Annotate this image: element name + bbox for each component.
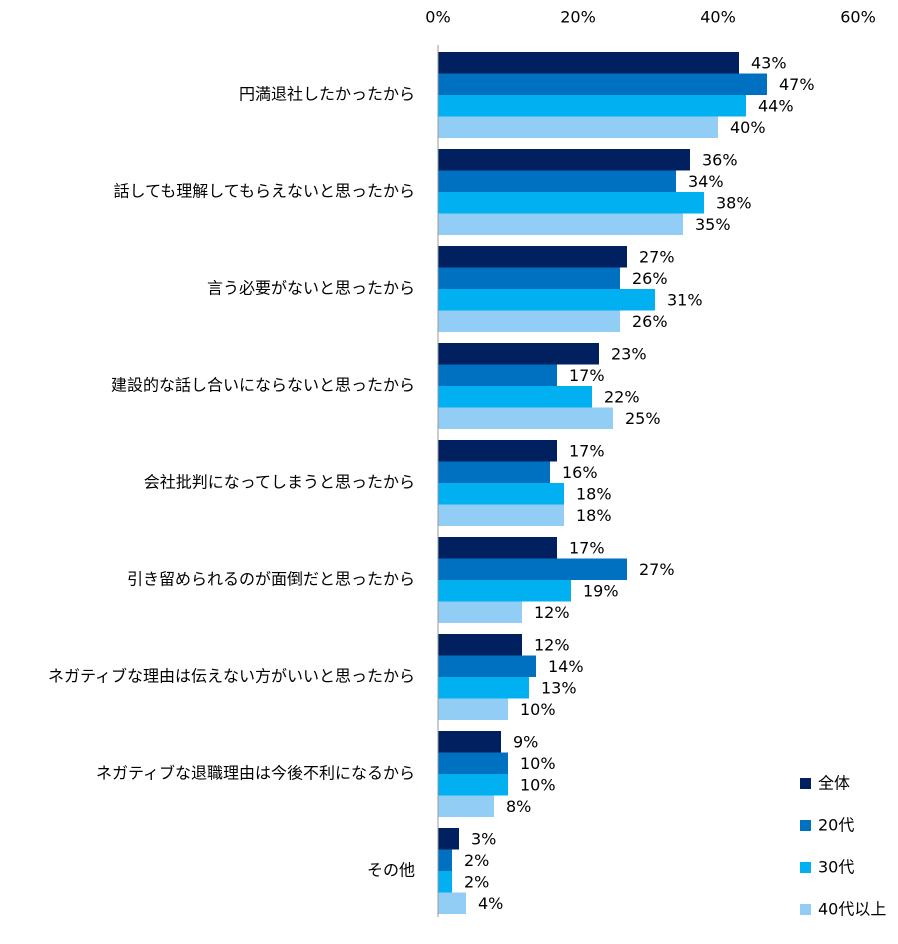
value-label: 3% xyxy=(471,829,496,848)
bar xyxy=(438,289,655,311)
bar xyxy=(438,558,627,580)
value-label: 36% xyxy=(702,150,738,169)
bar xyxy=(438,537,557,559)
value-label: 22% xyxy=(604,387,640,406)
value-label: 27% xyxy=(639,560,675,579)
bar xyxy=(438,364,557,386)
value-label: 17% xyxy=(569,366,605,385)
value-label: 44% xyxy=(758,96,794,115)
value-label: 16% xyxy=(562,463,598,482)
category-label: ネガティブな退職理由は今後不利になるから xyxy=(96,764,415,783)
bar xyxy=(438,310,620,332)
value-label: 34% xyxy=(688,172,724,191)
value-label: 40% xyxy=(730,118,766,137)
bar xyxy=(438,267,620,289)
category-label: その他 xyxy=(367,861,415,880)
bar xyxy=(438,52,739,74)
legend-swatch xyxy=(800,820,811,831)
legend-label: 20代 xyxy=(818,816,854,835)
category-label: 話しても理解してもらえないと思ったから xyxy=(114,182,415,201)
legend-swatch xyxy=(800,778,811,789)
bar xyxy=(438,116,718,138)
legend-label: 全体 xyxy=(818,774,850,793)
x-tick-label: 0% xyxy=(425,8,450,27)
bar xyxy=(438,343,599,365)
bar xyxy=(438,892,466,914)
value-label: 2% xyxy=(464,872,489,891)
x-tick-label: 20% xyxy=(560,8,596,27)
value-label: 2% xyxy=(464,851,489,870)
value-label: 43% xyxy=(751,53,787,72)
bar xyxy=(438,795,494,817)
value-label: 8% xyxy=(506,797,531,816)
bar xyxy=(438,580,571,602)
bar xyxy=(438,698,508,720)
category-label: 言う必要がないと思ったから xyxy=(207,279,415,298)
value-label: 47% xyxy=(779,75,815,94)
bar xyxy=(438,170,676,192)
value-label: 18% xyxy=(576,506,612,525)
bar xyxy=(438,246,627,268)
bar xyxy=(438,73,767,95)
bar xyxy=(438,149,690,171)
category-label: ネガティブな理由は伝えない方がいいと思ったから xyxy=(48,667,415,686)
value-label: 4% xyxy=(478,894,503,913)
value-label: 19% xyxy=(583,581,619,600)
legend-label: 30代 xyxy=(818,858,854,877)
value-label: 27% xyxy=(639,247,675,266)
value-label: 12% xyxy=(534,635,570,654)
value-label: 10% xyxy=(520,754,556,773)
bar xyxy=(438,213,683,235)
bar xyxy=(438,95,746,117)
value-label: 23% xyxy=(611,344,647,363)
bar xyxy=(438,752,508,774)
bar xyxy=(438,774,508,796)
x-tick-label: 40% xyxy=(700,8,736,27)
category-label: 会社批判になってしまうと思ったから xyxy=(144,473,415,492)
bar xyxy=(438,601,522,623)
bar xyxy=(438,655,536,677)
value-label: 17% xyxy=(569,441,605,460)
value-label: 12% xyxy=(534,603,570,622)
bar xyxy=(438,828,459,850)
category-label: 引き留められるのが面倒だと思ったから xyxy=(127,570,415,589)
value-label: 17% xyxy=(569,538,605,557)
value-label: 14% xyxy=(548,657,584,676)
category-label: 建設的な話し合いにならないと思ったから xyxy=(111,376,415,395)
value-label: 10% xyxy=(520,775,556,794)
legend-label: 40代以上 xyxy=(818,900,886,919)
category-label: 円満退社したかったから xyxy=(239,85,415,104)
legend-swatch xyxy=(800,904,811,915)
value-label: 26% xyxy=(632,269,668,288)
value-label: 35% xyxy=(695,215,731,234)
bar xyxy=(438,871,452,893)
bar xyxy=(438,386,592,408)
bar xyxy=(438,849,452,871)
bar xyxy=(438,461,550,483)
bar xyxy=(438,440,557,462)
value-label: 10% xyxy=(520,700,556,719)
legend-swatch xyxy=(800,862,811,873)
x-tick-label: 60% xyxy=(840,8,876,27)
value-label: 9% xyxy=(513,732,538,751)
value-label: 31% xyxy=(667,290,703,309)
bar xyxy=(438,483,564,505)
value-label: 25% xyxy=(625,409,661,428)
bar xyxy=(438,192,704,214)
bar xyxy=(438,407,613,429)
bar xyxy=(438,731,501,753)
value-label: 18% xyxy=(576,484,612,503)
value-label: 38% xyxy=(716,193,752,212)
value-label: 26% xyxy=(632,312,668,331)
bar xyxy=(438,504,564,526)
bar xyxy=(438,677,529,699)
bar xyxy=(438,634,522,656)
value-label: 13% xyxy=(541,678,577,697)
